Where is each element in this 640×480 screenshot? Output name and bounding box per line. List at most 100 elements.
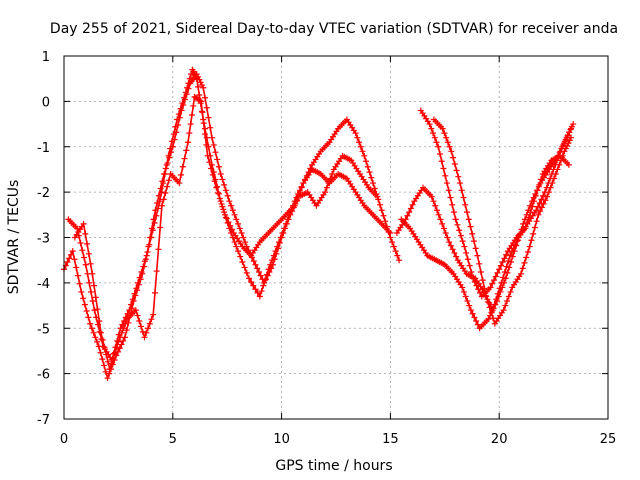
data-point [526,243,533,250]
data-point [562,145,569,152]
data-point [148,225,155,232]
data-point [447,194,454,201]
data-point [494,290,501,297]
data-point [248,278,255,285]
data-point [462,201,469,208]
data-point [438,158,445,165]
data-point [276,239,283,246]
data-point [323,184,330,191]
data-point [162,190,169,197]
data-point [151,289,158,296]
data-point [534,203,541,210]
data-point [169,143,176,150]
data-point [89,298,96,305]
data-point [67,251,74,258]
data-point [369,180,376,187]
y-tick-label: -5 [37,322,50,337]
data-point [530,230,537,237]
data-point [392,248,399,255]
data-point [218,200,225,207]
data-point [150,216,157,223]
data-point [83,308,90,315]
data-point [545,189,552,196]
data-point [179,163,186,170]
data-point [91,282,98,289]
data-point [229,207,236,214]
data-point [557,157,564,164]
data-point [132,307,139,314]
data-point [517,270,524,277]
data-point [231,211,238,218]
data-point [532,192,539,199]
data-point [81,301,88,308]
data-point [446,239,453,246]
data-point [451,160,458,167]
data-point [141,258,148,265]
data-point [69,248,76,255]
data-point [564,132,571,139]
data-point [439,125,446,132]
data-point [522,225,529,232]
data-point [152,207,159,214]
data-point [540,192,547,199]
data-point [134,279,141,286]
data-point [559,143,566,150]
data-point [141,334,148,341]
data-point [117,334,124,341]
data-point [396,257,403,264]
data-point [196,97,203,104]
data-point [92,294,99,301]
data-point [203,141,210,148]
data-point [496,266,503,273]
data-point [463,209,470,216]
data-point [146,320,153,327]
data-point [131,290,138,297]
data-point [178,171,185,178]
data-point [487,284,494,291]
data-point [507,252,514,259]
data-point [570,121,577,128]
data-point [157,224,164,231]
data-point [565,140,572,147]
data-point [485,316,492,323]
data-point [102,368,109,375]
data-point [176,114,183,121]
series-track-3 [71,93,403,373]
data-point [262,276,269,283]
data-point [389,239,396,246]
data-point [437,216,444,223]
data-point [305,169,312,176]
data-point [551,175,558,182]
data-point [507,288,514,295]
data-point [157,185,164,192]
data-point [470,238,477,245]
data-point [444,234,451,241]
data-point [162,165,169,172]
data-point [450,209,457,216]
data-point [211,178,218,185]
data-point [508,249,515,256]
data-point [213,184,220,191]
data-point [385,229,392,236]
data-point [228,202,235,209]
data-point [474,321,481,328]
data-point [173,129,180,136]
data-point [488,309,495,316]
data-point [387,234,394,241]
data-point [519,265,526,272]
data-point [302,176,309,183]
data-point [221,181,228,188]
data-point [354,134,361,141]
data-point [502,302,509,309]
data-point [120,325,127,332]
data-point [161,170,168,177]
data-point [76,280,83,287]
data-point [199,109,206,116]
data-point [240,234,247,241]
data-point [428,125,435,132]
data-point [501,255,508,262]
data-point [489,280,496,287]
data-point [359,148,366,155]
data-point [235,220,242,227]
data-point [143,252,150,259]
